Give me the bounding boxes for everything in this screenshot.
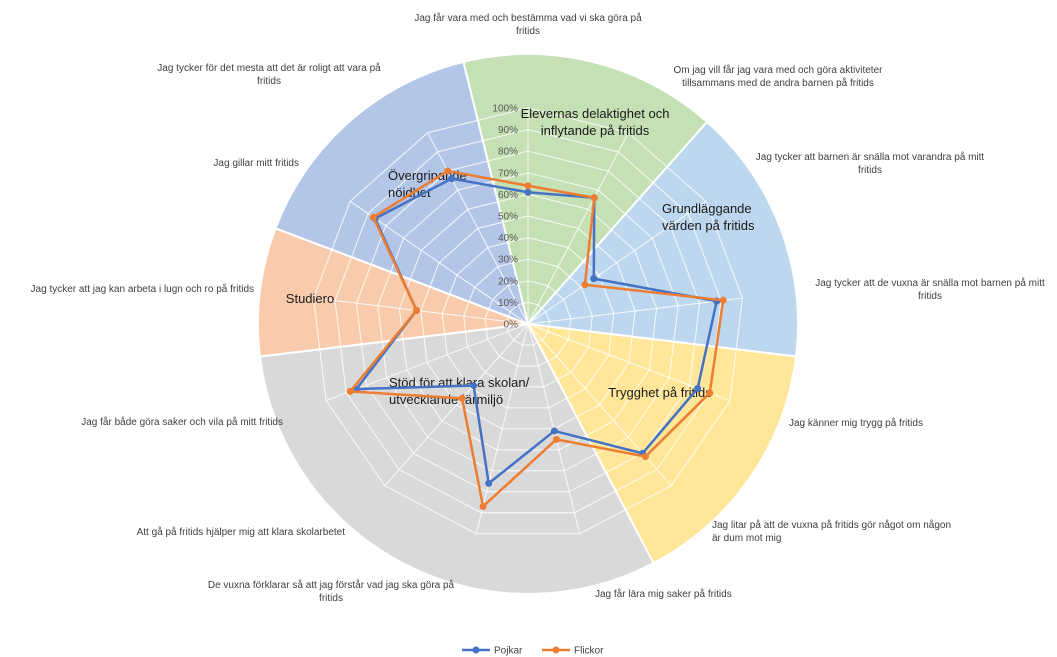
- tick-label: 70%: [498, 168, 518, 179]
- tick-label: 0%: [504, 320, 519, 331]
- axis-label-10: Jag tycker att jag kan arbeta i lugn och…: [31, 283, 254, 295]
- sector-0: [462, 53, 709, 327]
- tick-label: 10%: [498, 298, 518, 309]
- category-labels: Elevernas delaktighet och inflytande på f…: [286, 106, 755, 407]
- grid-spoke-7: [475, 323, 529, 534]
- tick-label: 50%: [498, 212, 518, 223]
- tick-label: 100%: [492, 104, 518, 115]
- axis-label-4: Jag känner mig trygg på fritids: [789, 417, 923, 429]
- axis-label-3: Jag tycker att de vuxna är snälla mot ba…: [815, 277, 1045, 302]
- data-point-pojkar: [590, 275, 598, 283]
- sector-1: [525, 120, 799, 358]
- axis-label-1: Om jag vill får jag vara med och göra ak…: [674, 64, 884, 89]
- data-point-flickor: [524, 182, 532, 190]
- axis-labels: Jag får vara med och bestämma vad vi ska…: [31, 12, 1045, 604]
- data-point-flickor: [413, 306, 420, 314]
- data-point-pojkar: [448, 175, 456, 183]
- legend-marker-flickor: [552, 646, 560, 654]
- legend-label-pojkar: Pojkar: [494, 646, 523, 657]
- legend-label-flickor: Flickor: [574, 646, 604, 657]
- data-point-pojkar: [550, 427, 558, 435]
- category-label: Trygghet på fritids: [608, 385, 712, 400]
- axis-label-2: Jag tycker att barnen är snälla mot vara…: [756, 151, 985, 176]
- category-label: Grundläggande värden på fritids: [662, 201, 755, 233]
- axis-label-6: Jag får lära mig saker på fritids: [595, 588, 732, 600]
- grid-spoke-2: [527, 200, 707, 325]
- tick-label: 80%: [498, 147, 518, 158]
- data-point-flickor: [346, 387, 354, 395]
- tick-label: 40%: [498, 233, 518, 244]
- legend: Pojkar Flickor: [462, 646, 604, 657]
- data-point-flickor: [641, 453, 649, 461]
- grid-ring-10: [313, 107, 743, 535]
- data-point-pojkar: [524, 188, 532, 196]
- data-point-pojkar: [485, 479, 493, 487]
- series-line-flickor: [349, 169, 725, 508]
- data-point-flickor: [458, 394, 466, 402]
- axis-label-0: Jag får vara med och bestämma vad vi ska…: [414, 12, 642, 37]
- tick-label: 20%: [498, 276, 518, 287]
- data-point-pojkar: [470, 381, 478, 389]
- data-series: [346, 167, 727, 510]
- tick-labels: 0% 10% 20% 30% 40% 50% 60% 70% 80% 90% 100%: [492, 104, 518, 331]
- grid-ring-2: [484, 280, 572, 367]
- grid-spoke-3: [527, 297, 743, 325]
- tick-label: 30%: [498, 255, 518, 266]
- axis-label-11: Jag gillar mitt fritids: [213, 158, 299, 169]
- axis-label-5: Jag litar på att de vuxna på fritids gör…: [712, 519, 951, 544]
- sector-4: [257, 226, 529, 358]
- tick-label: 60%: [498, 190, 518, 201]
- grid-spoke-10: [313, 297, 529, 325]
- data-point-flickor: [369, 213, 377, 221]
- data-point-flickor: [590, 194, 598, 202]
- data-point-flickor: [581, 281, 589, 289]
- axis-label-9: Jag får både göra saker och vila på mitt…: [81, 416, 283, 428]
- data-point-flickor: [479, 502, 487, 510]
- category-label: Studiero: [286, 291, 334, 306]
- grid-ring-6: [398, 193, 658, 451]
- grid-spoke-12: [427, 132, 529, 325]
- grid-ring-1: [506, 301, 550, 346]
- grid-ring-7: [377, 172, 679, 472]
- grid-ring-9: [334, 129, 722, 514]
- grid-ring-3: [463, 258, 593, 388]
- data-point-pojkar: [694, 384, 702, 392]
- sector-2: [526, 322, 798, 565]
- grid-spoke-1: [527, 132, 629, 325]
- category-sectors: [257, 53, 799, 595]
- sector-5: [274, 60, 530, 326]
- tick-label: 90%: [498, 125, 518, 136]
- axis-label-8: Att gå på fritids hjälper mig att klara …: [137, 526, 346, 538]
- data-point-flickor: [706, 389, 714, 397]
- axis-label-12: Jag tycker för det mesta att det är roli…: [157, 62, 381, 87]
- category-label: Elevernas delaktighet och inflytande på f…: [521, 106, 670, 138]
- grid-ring-8: [355, 150, 701, 493]
- grid-spoke-8: [384, 323, 529, 487]
- data-point-flickor: [552, 435, 560, 443]
- data-point-flickor: [719, 296, 727, 304]
- data-point-flickor: [444, 167, 452, 175]
- grid-spoke-11: [349, 200, 529, 325]
- grid-ring-4: [441, 237, 615, 409]
- axis-label-7: De vuxna förklarar så att jag förstår va…: [208, 579, 455, 604]
- legend-marker-pojkar: [472, 646, 480, 654]
- grid-ring-5: [420, 215, 636, 430]
